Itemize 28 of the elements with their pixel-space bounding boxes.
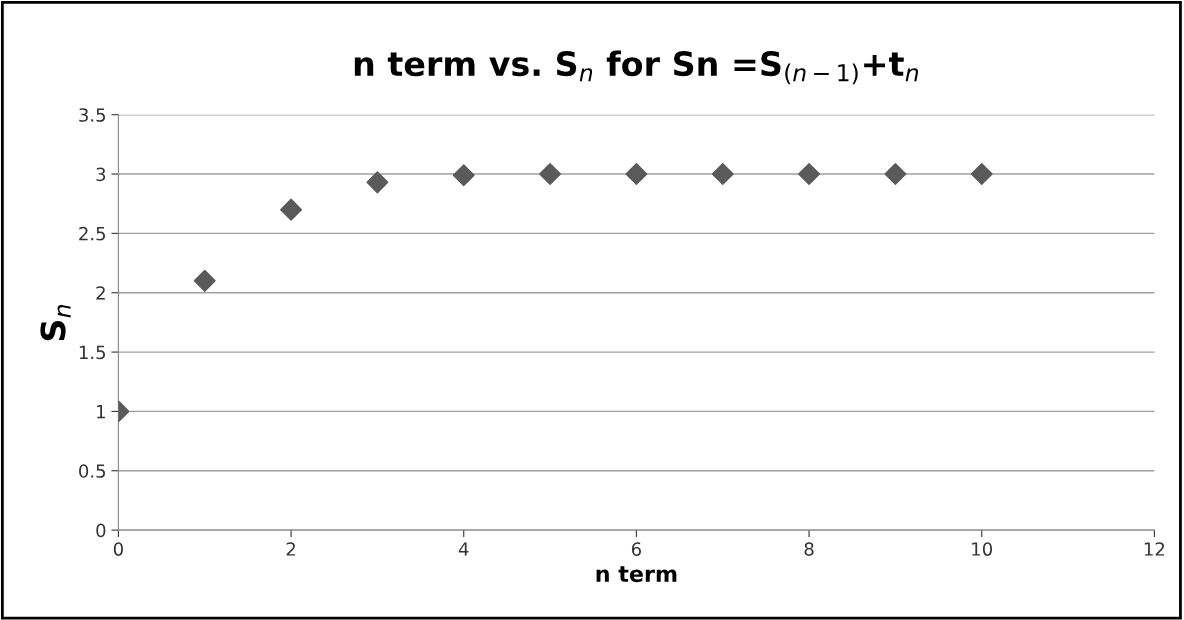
point [711,163,734,186]
x-tick-label: 8 [804,542,814,556]
point [452,164,475,187]
y-tick-label: 1 [97,405,105,419]
point [798,163,821,186]
point [366,171,389,194]
x-tick-label: 0 [113,542,123,556]
x-tick-label: 4 [458,542,469,556]
y-tick-label: 2 [96,286,105,300]
y-tick-label: 0.5 [79,464,106,478]
y-tick-label: 1.5 [79,345,106,360]
chart-title: n term vs. S$_{n}$ for Sn =S$_{(n−1)}$+t$_{n}$ [354,50,919,85]
x-tick-label: 12 [1144,542,1165,556]
point [539,163,562,186]
point [280,198,303,221]
y-tick-label: 2.5 [79,226,106,241]
point [193,269,216,292]
y-axis-title: S$_{n}$ [40,305,71,341]
x-tick-label: 2 [286,542,295,556]
point [625,163,648,186]
x-axis-title: n term [596,566,677,583]
point [970,163,993,186]
y-tick-label: 0 [96,523,106,538]
y-tick-label: 3 [96,167,106,182]
y-tick-label: 3.5 [79,108,106,122]
x-tick-label: 6 [631,542,642,556]
point [884,163,907,186]
x-tick-label: 10 [972,542,993,556]
